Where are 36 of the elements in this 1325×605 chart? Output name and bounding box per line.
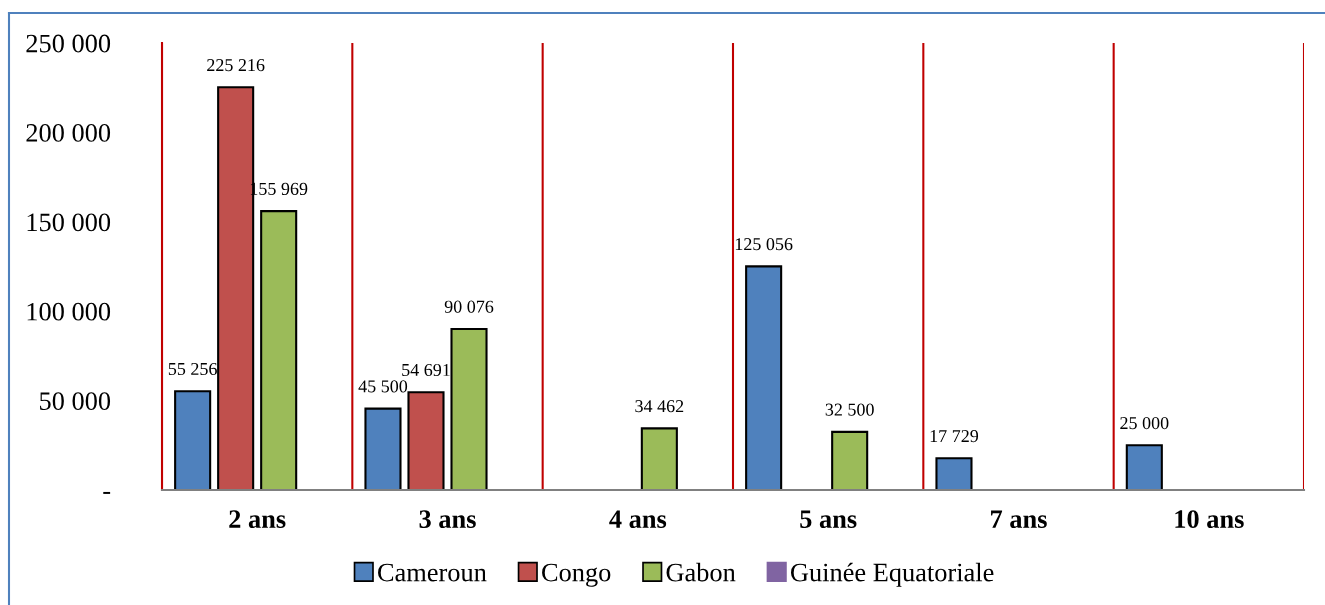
data-label: 34 462 <box>635 400 684 413</box>
data-label: 17 729 <box>930 430 979 443</box>
data-label: 25 000 <box>1120 416 1169 430</box>
bar <box>174 390 212 490</box>
x-tick-label: 3 ans <box>419 510 476 529</box>
legend-label: Guinée Equatoriale <box>790 562 994 587</box>
legend-label: Cameroun <box>378 563 487 582</box>
y-tick-label: 250 000 <box>26 34 111 53</box>
bar <box>935 457 973 490</box>
y-tick-label: 150 000 <box>27 213 111 232</box>
x-tick-label: 5 ans <box>800 510 857 529</box>
x-tick-label: 7 ans <box>991 510 1047 529</box>
bar <box>260 210 298 490</box>
y-tick-label: 200 000 <box>26 124 111 142</box>
bar <box>640 427 678 490</box>
data-label: 45 500 <box>358 380 408 393</box>
x-tick-label: 4 ans <box>609 510 667 529</box>
data-label: 32 500 <box>825 403 874 416</box>
x-tick-label: 2 ans <box>229 510 286 529</box>
bar <box>450 327 488 490</box>
y-tick-label: 50 000 <box>40 392 111 411</box>
data-label: 54 691 <box>402 363 450 377</box>
x-tick-label: 10 ans <box>1175 510 1244 529</box>
data-label: 225 216 <box>207 59 265 72</box>
data-label: 55 256 <box>168 362 217 376</box>
bar <box>831 430 869 490</box>
legend-label: Congo <box>542 563 611 587</box>
y-tick-label: 100 000 <box>27 302 111 321</box>
bar <box>407 391 445 490</box>
bar <box>745 265 783 490</box>
y-tick-label: - <box>103 491 111 494</box>
legend-label: Gabon <box>666 562 736 582</box>
data-label: 90 076 <box>444 300 494 313</box>
data-label: 125 056 <box>735 238 793 251</box>
bar <box>1125 444 1163 490</box>
bar <box>364 407 402 490</box>
